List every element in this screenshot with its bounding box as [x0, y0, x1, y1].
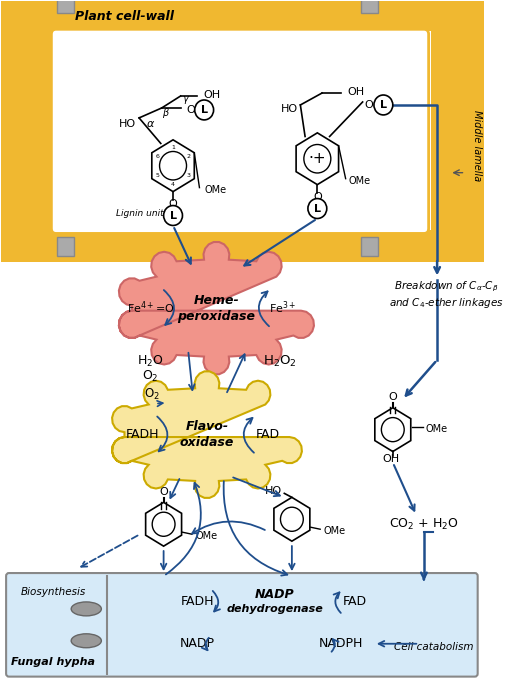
Text: Fungal hypha: Fungal hypha — [11, 657, 95, 666]
Text: Plant cell-wall: Plant cell-wall — [75, 10, 174, 23]
Text: O$_2$: O$_2$ — [144, 387, 160, 403]
Text: HO: HO — [281, 104, 297, 114]
Bar — [431, 31, 484, 231]
Text: HO: HO — [119, 119, 136, 129]
Text: NADPH: NADPH — [319, 637, 363, 650]
Text: OMe: OMe — [426, 424, 448, 434]
Text: OMe: OMe — [324, 526, 346, 537]
Text: OMe: OMe — [196, 531, 218, 541]
Text: OH: OH — [382, 454, 399, 464]
Text: H$_2$O: H$_2$O — [137, 354, 164, 369]
Text: H$_2$O$_2$: H$_2$O$_2$ — [263, 354, 296, 369]
Text: HO: HO — [265, 486, 282, 496]
Text: L: L — [314, 203, 321, 214]
Text: 1: 1 — [171, 145, 175, 150]
Text: L: L — [169, 211, 177, 220]
Text: Breakdown of C$_{\alpha}$-C$_{\beta}$
and C$_4$-ether linkages: Breakdown of C$_{\alpha}$-C$_{\beta}$ an… — [389, 280, 504, 310]
Circle shape — [374, 95, 393, 115]
Text: O: O — [365, 100, 374, 110]
Polygon shape — [119, 242, 314, 374]
Text: 3: 3 — [186, 173, 190, 177]
Text: OMe: OMe — [349, 175, 371, 186]
Text: O: O — [168, 199, 178, 209]
Text: Cell catabolism: Cell catabolism — [394, 642, 473, 651]
Text: Fe$^{4+}$=O: Fe$^{4+}$=O — [126, 300, 174, 316]
Text: Heme-
peroxidase: Heme- peroxidase — [178, 294, 255, 322]
Polygon shape — [112, 371, 302, 498]
Text: L: L — [201, 105, 208, 115]
Text: $\gamma$: $\gamma$ — [182, 94, 190, 106]
Text: 4: 4 — [171, 182, 175, 187]
Text: Middle lamella: Middle lamella — [472, 110, 482, 182]
Text: dehydrogenase: dehydrogenase — [226, 604, 323, 614]
Text: FADH: FADH — [181, 596, 215, 609]
Text: $\beta$: $\beta$ — [161, 106, 169, 120]
Text: NADP: NADP — [255, 588, 295, 601]
Text: Fe$^{3+}$: Fe$^{3+}$ — [269, 300, 296, 316]
Bar — [2, 231, 484, 262]
Text: NADP: NADP — [180, 637, 215, 650]
Circle shape — [195, 100, 214, 120]
Text: OH: OH — [203, 90, 220, 100]
Text: $\alpha$: $\alpha$ — [146, 119, 155, 129]
Text: OH: OH — [348, 87, 365, 97]
Text: O: O — [313, 192, 322, 201]
Circle shape — [308, 199, 327, 218]
Text: 5: 5 — [156, 173, 160, 177]
Text: FADH: FADH — [126, 428, 160, 441]
Circle shape — [164, 205, 182, 226]
FancyBboxPatch shape — [51, 29, 429, 233]
Text: FAD: FAD — [343, 596, 367, 609]
Text: Biosynthesis: Biosynthesis — [20, 587, 86, 597]
Text: CO$_2$ + H$_2$O: CO$_2$ + H$_2$O — [389, 517, 459, 532]
Text: Lignin unit: Lignin unit — [116, 209, 164, 218]
Text: O: O — [186, 105, 195, 115]
Text: FAD: FAD — [256, 428, 281, 441]
Text: 2: 2 — [186, 154, 190, 159]
Bar — [2, 1, 484, 31]
Text: O$_2$: O$_2$ — [142, 369, 159, 384]
Text: 6: 6 — [156, 154, 160, 159]
Text: ·+: ·+ — [309, 151, 326, 166]
Text: OMe: OMe — [204, 184, 226, 194]
FancyBboxPatch shape — [6, 573, 478, 677]
Text: Flavo-
oxidase: Flavo- oxidase — [180, 420, 234, 449]
Ellipse shape — [71, 602, 101, 616]
Text: O: O — [159, 488, 168, 497]
Text: O: O — [389, 392, 397, 402]
Text: L: L — [380, 100, 387, 110]
Ellipse shape — [71, 634, 101, 648]
Bar — [2, 31, 53, 231]
